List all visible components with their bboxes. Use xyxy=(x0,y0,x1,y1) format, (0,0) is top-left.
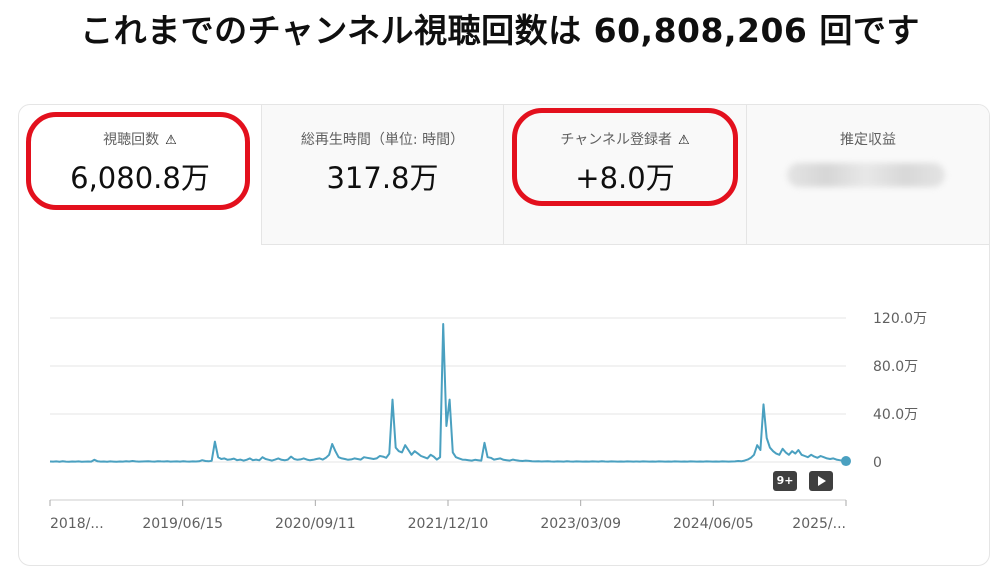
series-end-point xyxy=(841,456,851,467)
y-tick-label: 120.0万 xyxy=(873,311,927,327)
warning-triangle-icon[interactable]: ⚠ xyxy=(677,133,690,148)
y-tick-label: 80.0万 xyxy=(873,359,918,375)
tab-views[interactable]: 視聴回数 ⚠ 6,080.8万 xyxy=(19,105,261,245)
tab-watch-time-label: 総再生時間（単位: 時間） xyxy=(300,132,465,148)
y-tick-label: 0 xyxy=(873,455,882,471)
warning-triangle-icon[interactable]: ⚠ xyxy=(165,133,177,148)
annotation-circle-subscribers xyxy=(512,108,738,206)
tab-subscribers-value: +8.0万 xyxy=(575,161,675,195)
tab-views-value: 6,080.8万 xyxy=(70,161,210,195)
views-series-line xyxy=(49,323,847,463)
tab-views-label: 視聴回数 ⚠ xyxy=(103,132,177,148)
tab-watch-time[interactable]: 総再生時間（単位: 時間） 317.8万 xyxy=(261,105,503,245)
x-tick-label: 2023/03/09 xyxy=(540,516,621,532)
y-tick-label: 40.0万 xyxy=(873,407,918,423)
page-title: これまでのチャンネル視聴回数は 60,808,206 回です xyxy=(80,11,920,50)
tab-watch-time-value: 317.8万 xyxy=(326,161,439,195)
x-tick-label: 2018/... xyxy=(50,516,104,532)
analytics-card: 視聴回数 ⚠ 6,080.8万 総再生時間（単位: 時間） 317.8万 チャンネ… xyxy=(18,104,990,566)
x-tick-label: 2021/12/10 xyxy=(408,516,489,532)
tab-subscribers[interactable]: チャンネル登録者 ⚠ +8.0万 xyxy=(503,105,746,245)
x-tick-label: 2024/06/05 xyxy=(673,516,754,532)
overflow-badge[interactable]: 9+ xyxy=(773,471,797,491)
views-line-chart: 120.0万 80.0万 40.0万 0 2018/... 2019/06/15 2020… xyxy=(49,311,927,532)
tab-revenue-label: 推定収益 xyxy=(840,132,896,148)
x-tick-label: 2019/06/15 xyxy=(142,516,223,532)
x-tick-label: 2025/... xyxy=(792,516,846,532)
y-axis-ticks: 120.0万 80.0万 40.0万 0 xyxy=(873,311,927,471)
play-icon[interactable] xyxy=(809,471,833,491)
x-axis-ticks: 2018/... 2019/06/15 2020/09/11 2021/12/10 20… xyxy=(49,500,847,532)
blurred-revenue-value xyxy=(787,163,945,187)
tab-subscribers-label: チャンネル登録者 ⚠ xyxy=(560,132,690,148)
tab-estimated-revenue[interactable]: 推定収益 xyxy=(746,105,989,245)
x-tick-label: 2020/09/11 xyxy=(275,516,356,532)
annotation-circle-views xyxy=(26,112,250,210)
